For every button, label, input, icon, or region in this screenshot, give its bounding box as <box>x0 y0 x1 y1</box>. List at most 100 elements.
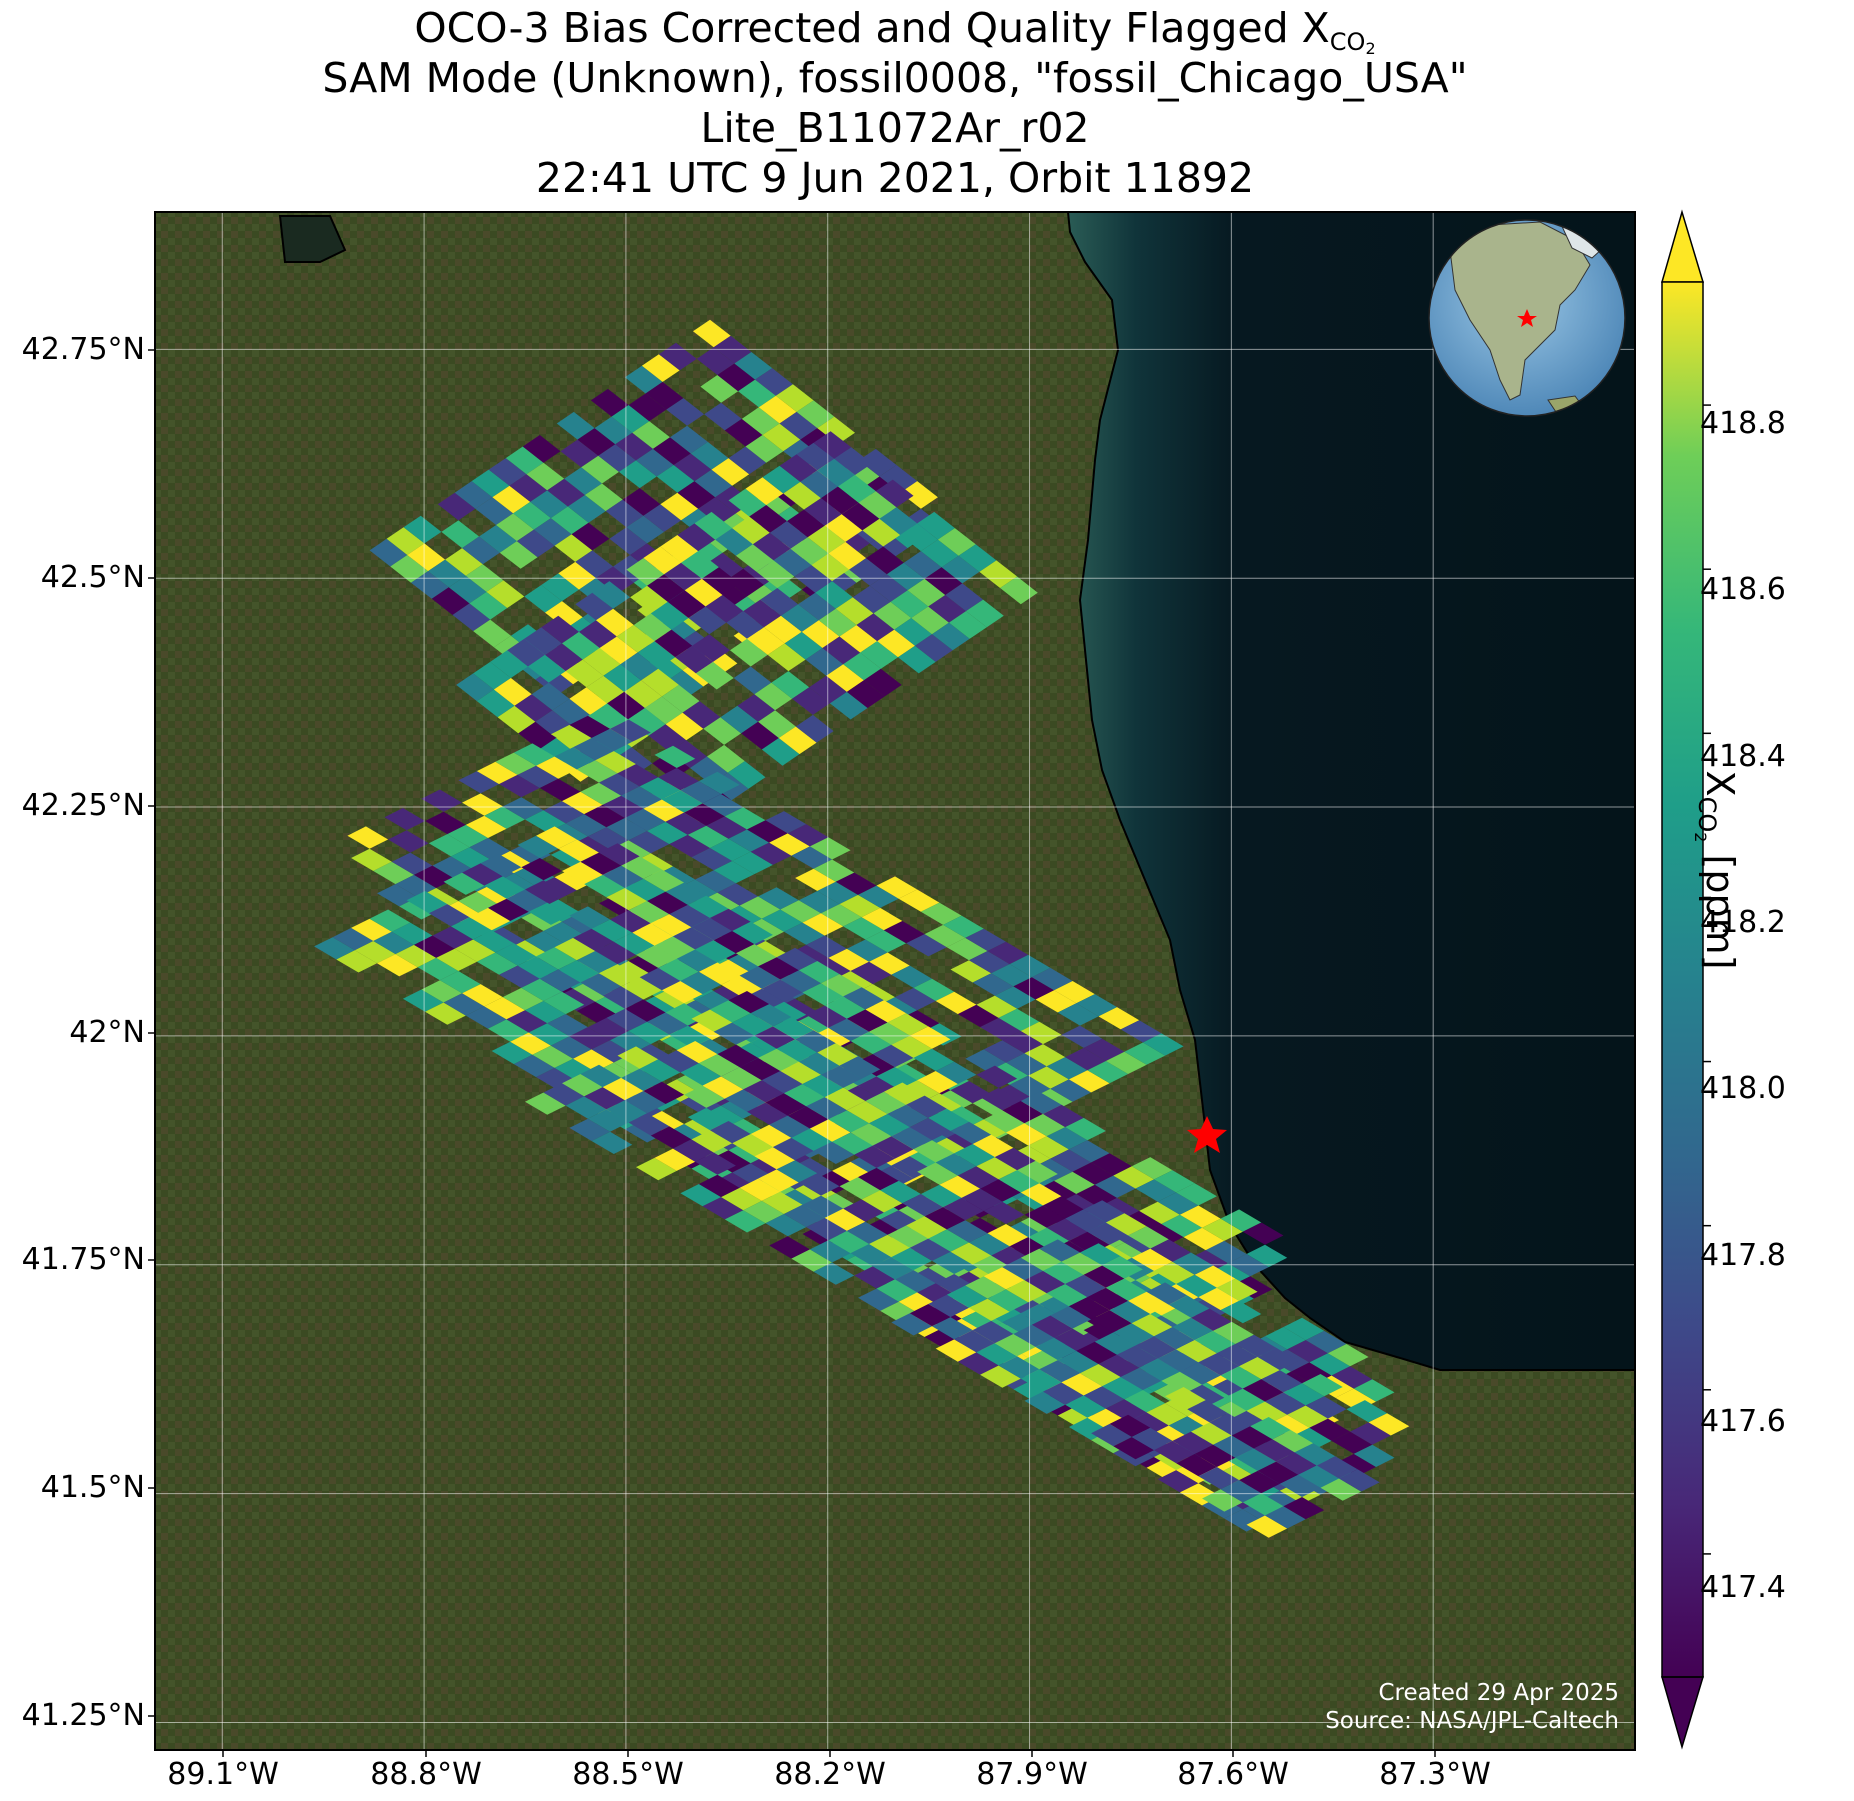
xco2-footprint <box>1091 1310 1132 1333</box>
xco2-footprint <box>1050 1149 1092 1172</box>
xco2-footprint <box>469 591 508 620</box>
xco2-footprint <box>491 1041 533 1065</box>
xco2-footprint <box>965 928 1006 951</box>
xco2-footprint <box>1135 1179 1177 1202</box>
xco2-footprint <box>1187 1400 1228 1423</box>
xco2-footprint <box>707 744 745 773</box>
xco2-footprint <box>991 964 1032 987</box>
xco2-footprint <box>1154 1440 1195 1464</box>
xco2-footprint <box>1080 1243 1121 1266</box>
xco2-footprint <box>724 418 763 447</box>
xco2-footprint <box>448 575 487 604</box>
xco2-footprint <box>1050 1079 1092 1102</box>
colorbar-tick-label: 417.8 <box>1700 1238 1786 1273</box>
title-line-2: SAM Mode (Unknown), fossil0008, "fossil_… <box>322 54 1468 102</box>
xco2-footprint <box>780 900 821 923</box>
xco2-footprint <box>954 1330 995 1353</box>
xco2-footprint <box>558 960 599 983</box>
xco2-footprint <box>1176 1340 1217 1363</box>
xco2-footprint <box>1039 1239 1080 1262</box>
xco2-footprint <box>573 1049 614 1072</box>
xco2-footprint <box>391 852 433 875</box>
xco2-footprint <box>835 597 874 625</box>
xco2-footprint <box>806 1217 847 1241</box>
xco2-footprint <box>872 1044 914 1068</box>
xco2-footprint <box>809 837 851 860</box>
xco2-footprint <box>510 1032 551 1055</box>
xco2-footprint <box>594 416 633 445</box>
xco2-footprint <box>564 467 602 495</box>
xco2-footprint <box>499 965 540 988</box>
xco2-footprint <box>794 565 833 593</box>
xco2-footprint <box>732 516 770 545</box>
xco2-footprint <box>733 666 772 695</box>
xco2-footprint <box>562 631 600 660</box>
xco2-footprint <box>865 1091 907 1114</box>
xco2-footprint <box>1124 1042 1166 1065</box>
xco2-footprint <box>1216 1344 1258 1367</box>
xco2-footprint <box>724 1210 766 1233</box>
xco2-footprint <box>1183 1227 1225 1251</box>
xco2-footprint <box>976 995 1018 1018</box>
xco2-footprint <box>677 481 716 509</box>
xco2-footprint <box>1043 1104 1084 1128</box>
xco2-footprint <box>486 580 525 608</box>
xco2-footprint <box>758 887 799 910</box>
xco2-footprint <box>573 979 614 1002</box>
xco2-footprint <box>935 1339 977 1362</box>
xco2-footprint <box>907 578 946 607</box>
xco2-footprint <box>576 760 618 783</box>
xco2-footprint <box>761 1071 803 1094</box>
xco2-footprint <box>798 1173 840 1196</box>
xco2-footprint <box>1191 1308 1232 1331</box>
xco2-footprint <box>965 1049 1006 1072</box>
xco2-footprint <box>462 536 500 565</box>
xco2-footprint <box>1235 1334 1277 1357</box>
xco2-footprint <box>1242 1493 1284 1516</box>
xco2-footprint <box>1098 1197 1140 1221</box>
xco2-footprint <box>772 1017 814 1040</box>
xco2-footprint <box>1246 1515 1288 1538</box>
xco2-footprint <box>737 694 776 722</box>
xco2-footprint <box>565 1096 607 1119</box>
xco2-footprint <box>1231 1276 1273 1299</box>
xco2-footprint <box>1346 1400 1388 1423</box>
xco2-footprint <box>728 991 770 1014</box>
xco2-footprint <box>755 368 793 396</box>
xco2-footprint <box>717 363 756 392</box>
xco2-footprint <box>898 1080 940 1103</box>
xco2-footprint <box>1046 1284 1088 1307</box>
xco2-footprint <box>880 1180 921 1204</box>
xco2-footprint <box>647 1012 688 1035</box>
xco2-footprint <box>1209 1413 1251 1436</box>
xco2-footprint <box>599 843 640 866</box>
xco2-footprint <box>1161 1371 1203 1394</box>
xco2-footprint <box>906 1216 947 1239</box>
xco2-footprint <box>666 398 705 426</box>
xco2-footprint <box>391 922 433 945</box>
lon-tick-label: 88.2°W <box>774 1757 886 1792</box>
xco2-footprint <box>1043 1196 1084 1219</box>
xco2-footprint <box>665 812 707 835</box>
xco2-footprint <box>1039 1360 1080 1383</box>
xco2-footprint <box>1113 1437 1154 1460</box>
xco2-footprint <box>639 777 681 800</box>
xco2-footprint <box>1283 1383 1325 1406</box>
xco2-footprint <box>802 1074 844 1098</box>
xco2-footprint <box>769 1115 810 1138</box>
xco2-footprint <box>1224 1388 1265 1411</box>
xco2-footprint <box>1194 1330 1236 1354</box>
xco2-footprint <box>1035 990 1077 1013</box>
xco2-footprint <box>1198 1287 1240 1311</box>
xco2-footprint <box>839 625 878 653</box>
xco2-footprint <box>509 474 548 502</box>
xco2-footprint <box>575 550 614 578</box>
xco2-footprint <box>1024 1114 1066 1137</box>
xco2-footprint <box>636 1157 677 1181</box>
xco2-footprint <box>521 978 562 1001</box>
xco2-footprint <box>862 518 901 547</box>
xco2-footprint <box>495 752 537 775</box>
xco2-footprint <box>702 1076 744 1099</box>
xco2-footprint <box>1065 1274 1106 1298</box>
xco2-footprint <box>1146 1282 1188 1305</box>
